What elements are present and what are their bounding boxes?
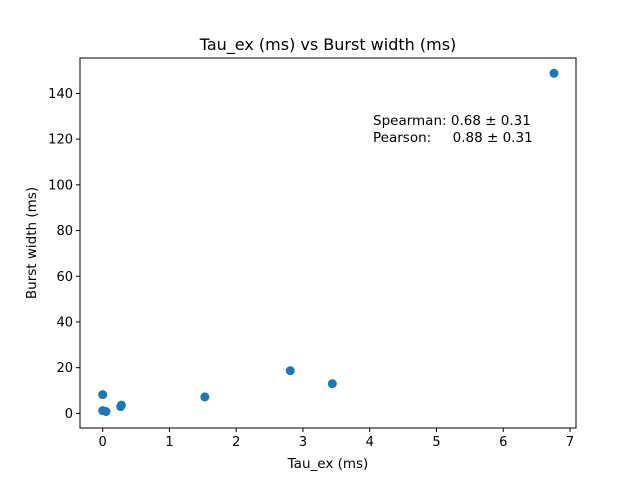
y-tick-label: 20 xyxy=(56,361,73,376)
y-tick-label: 40 xyxy=(56,315,73,330)
scatter-point xyxy=(549,68,559,78)
x-tick-label: 7 xyxy=(566,435,574,450)
x-tick-label: 3 xyxy=(299,435,307,450)
scatter-point xyxy=(285,366,295,376)
y-tick-label: 100 xyxy=(48,178,73,193)
plot-frame xyxy=(79,57,577,429)
x-axis-ticks: 0 1 2 3 4 5 6 7 xyxy=(99,428,574,450)
spearman-annotation: Spearman: 0.68 ± 0.31 xyxy=(373,113,531,129)
y-axis-ticks: 0 20 40 60 80 100 120 140 xyxy=(48,87,80,422)
points-layer xyxy=(98,68,559,417)
y-tick-label: 120 xyxy=(48,133,73,148)
pearson-annotation: Pearson: 0.88 ± 0.31 xyxy=(373,130,533,146)
chart-title: Tau_ex (ms) vs Burst width (ms) xyxy=(199,35,457,55)
x-tick-label: 0 xyxy=(99,435,107,450)
y-tick-label: 0 xyxy=(65,407,73,422)
y-tick-label: 60 xyxy=(56,270,73,285)
scatter-point xyxy=(98,390,108,400)
x-tick-label: 5 xyxy=(432,435,440,450)
scatter-point xyxy=(116,400,126,410)
y-tick-label: 140 xyxy=(48,87,73,102)
y-axis-label: Burst width (ms) xyxy=(24,187,40,299)
x-tick-label: 6 xyxy=(499,435,507,450)
y-tick-label: 80 xyxy=(56,224,73,239)
x-axis-label: Tau_ex (ms) xyxy=(287,456,369,472)
scatter-point xyxy=(200,392,210,402)
x-tick-label: 1 xyxy=(165,435,173,450)
scatter-point xyxy=(327,379,337,389)
scatter-point xyxy=(101,407,111,417)
x-tick-label: 2 xyxy=(232,435,240,450)
x-tick-label: 4 xyxy=(366,435,374,450)
